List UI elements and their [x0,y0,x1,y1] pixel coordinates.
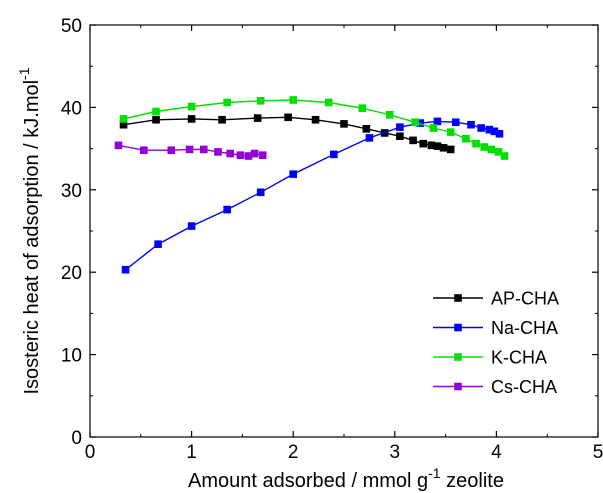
data-point-ap-cha [187,115,196,123]
data-point-cs-cha [167,146,176,155]
legend-label-k-cha: K-CHA [491,348,547,368]
data-point-na-cha [490,127,499,136]
data-point-na-cha [365,134,374,142]
data-point-ap-cha [152,115,160,124]
data-point-na-cha [330,150,338,159]
data-point-na-cha [187,222,196,230]
data-point-na-cha [467,120,475,129]
data-point-na-cha [485,125,494,134]
legend-label-na-cha: Na-CHA [491,318,558,338]
series-na-cha [121,117,504,274]
data-point-na-cha [495,129,504,138]
data-point-k-cha [494,148,503,156]
series-line-na-cha [125,120,500,271]
x-tick-label: 2 [288,442,299,463]
y-tick-label: 0 [71,428,82,449]
data-point-ap-cha [419,139,428,148]
data-point-na-cha [223,205,231,214]
data-point-ap-cha [119,120,128,129]
data-point-k-cha [429,124,438,132]
data-point-k-cha [152,107,160,116]
data-point-ap-cha [439,143,448,152]
y-tick-label: 50 [61,16,82,37]
legend-marker-k-cha [454,353,462,361]
data-point-cs-cha [114,141,123,150]
series-cs-cha [114,141,267,160]
data-point-na-cha [289,170,297,178]
y-axis-title: Isosteric heat of adsorption / kJ.mol-1 [16,67,43,394]
data-point-k-cha [487,145,496,154]
data-point-ap-cha [284,113,292,122]
data-point-ap-cha [253,114,262,122]
legend-marker-cs-cha [454,382,462,391]
data-point-na-cha [477,124,485,132]
data-point-k-cha [385,111,394,119]
data-point-na-cha [256,188,265,197]
data-point-cs-cha [250,149,259,158]
x-tick-label: 5 [593,442,603,463]
data-point-ap-cha [446,145,455,154]
legend: AP-CHA Na-CHA K-CHA Cs-CHA [433,289,559,397]
legend-marker-na-cha [454,323,462,332]
x-axis-title: Amount adsorbed / mmol g-1 zeolite [188,465,504,492]
data-point-cs-cha [236,151,245,159]
x-axis-title-main: Amount adsorbed / mmol g [188,470,428,492]
legend-marker-ap-cha [454,294,462,302]
data-point-cs-cha [140,146,148,155]
data-point-na-cha [396,123,404,131]
data-point-ap-cha [340,120,348,128]
data-point-k-cha [256,97,265,105]
data-point-ap-cha [433,142,442,150]
data-point-k-cha [446,128,455,136]
x-tick-label: 0 [85,442,96,463]
x-tick-label: 3 [390,442,401,463]
data-point-na-cha [416,119,424,127]
y-tick-label: 10 [61,346,82,367]
legend-label-cs-cha: Cs-CHA [491,377,557,397]
data-point-k-cha [462,134,470,143]
x-tick-label: 4 [491,442,502,463]
series-ap-cha [119,113,455,154]
data-point-na-cha [433,117,442,126]
x-tick-label: 1 [186,442,197,463]
data-point-ap-cha [311,115,320,124]
data-point-ap-cha [409,136,417,145]
data-point-cs-cha [214,148,222,156]
x-axis-title-tail: zeolite [441,470,504,492]
data-point-ap-cha [218,115,226,124]
data-point-k-cha [358,104,367,113]
y-axis-title-sup: -1 [16,67,32,80]
data-point-cs-cha [244,152,253,160]
data-point-na-cha [154,240,162,248]
data-point-na-cha [451,118,460,127]
plot-frame [89,24,599,438]
y-tick-label: 20 [61,263,82,284]
data-point-k-cha [472,139,480,148]
data-point-k-cha [223,98,231,107]
data-point-cs-cha [226,149,235,158]
y-tick-label: 40 [61,98,82,119]
y-axis-title-main: Isosteric heat of adsorption / kJ.mol [21,80,43,395]
data-point-cs-cha [199,145,208,154]
data-point-k-cha [119,115,128,123]
data-point-k-cha [411,118,419,127]
data-point-cs-cha [258,151,267,159]
data-point-k-cha [480,143,489,151]
data-point-k-cha [289,96,297,104]
series-layer [114,96,509,274]
series-k-cha [119,96,509,160]
data-point-cs-cha [185,145,194,154]
y-tick-label: 30 [61,181,82,202]
data-point-k-cha [324,98,333,107]
data-point-k-cha [500,152,509,160]
x-axis-title-sup: -1 [428,465,441,481]
data-point-ap-cha [396,132,404,141]
data-point-k-cha [187,102,196,111]
data-point-ap-cha [427,141,436,150]
data-point-ap-cha [362,125,371,133]
legend-label-ap-cha: AP-CHA [491,289,559,309]
data-point-na-cha [121,265,130,274]
